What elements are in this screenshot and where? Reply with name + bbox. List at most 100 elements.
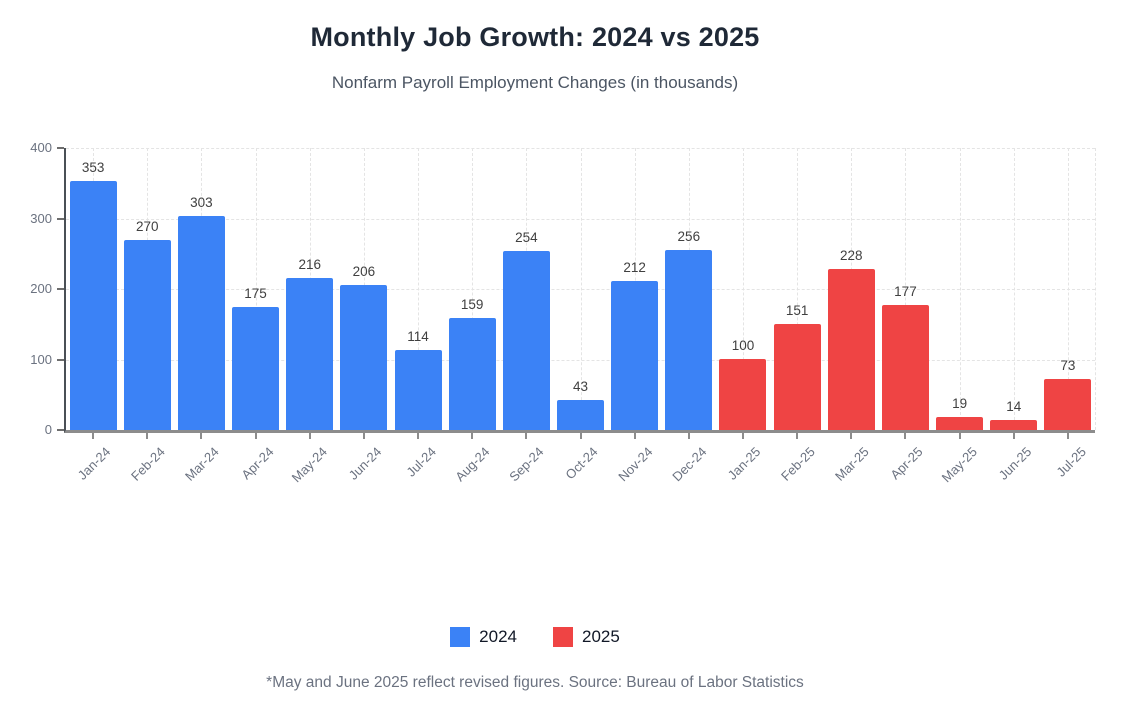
legend-label: 2024 <box>479 627 517 646</box>
bar-value-label: 212 <box>623 260 646 275</box>
bar-Aug-24[interactable] <box>448 318 496 430</box>
bar-Oct-24[interactable] <box>557 400 604 430</box>
x-tick-mark <box>92 433 95 439</box>
x-tick-mark <box>308 433 311 439</box>
bar-value-label: 177 <box>894 284 917 299</box>
x-tick-mark <box>471 433 474 439</box>
bar-Apr-24[interactable] <box>232 307 280 430</box>
bar-value-label: 14 <box>1006 399 1022 414</box>
x-axis-label: May-24 <box>289 444 331 486</box>
x-tick-mark <box>525 433 528 439</box>
bar-value-label: 100 <box>731 338 755 353</box>
x-axis-label: Apr-25 <box>887 444 927 483</box>
chart-title: Monthly Job Growth: 2024 vs 2025 <box>310 22 760 52</box>
bar-Feb-24[interactable] <box>123 240 171 430</box>
x-axis-label: Feb-24 <box>128 444 168 484</box>
bar-value-label: 114 <box>407 329 429 344</box>
gridline-vertical-edge <box>1095 148 1096 430</box>
x-tick-mark <box>687 433 690 439</box>
bar-value-label: 216 <box>298 257 321 272</box>
bar-Apr-25[interactable] <box>881 305 929 430</box>
y-axis-label: 200 <box>30 281 52 296</box>
bar-value-label: 254 <box>515 230 538 245</box>
y-tick-mark <box>57 147 64 149</box>
bar-Dec-24[interactable] <box>665 250 713 430</box>
bar-Jan-25[interactable] <box>719 359 767 430</box>
bar-value-label: 303 <box>190 195 213 210</box>
x-tick-mark <box>796 433 799 439</box>
gridline-vertical <box>255 148 257 430</box>
x-tick-mark <box>417 433 420 439</box>
x-axis-label: Aug-24 <box>452 444 493 485</box>
y-tick-mark <box>57 288 64 290</box>
bar-value-label: 206 <box>352 264 376 279</box>
bar-May-24[interactable] <box>286 278 334 430</box>
bar-May-25[interactable] <box>936 417 984 430</box>
y-tick-mark <box>57 429 64 431</box>
x-axis-label: Nov-24 <box>615 444 656 485</box>
x-axis-label: Jan-24 <box>74 444 114 483</box>
x-tick-mark <box>741 433 744 439</box>
bar-Jun-25[interactable] <box>990 420 1038 430</box>
x-axis-label: Mar-25 <box>832 444 872 484</box>
legend-item-2025[interactable]: 2025 <box>553 627 620 647</box>
y-tick-mark <box>57 217 64 220</box>
x-tick-mark <box>362 433 365 439</box>
y-axis-label: 100 <box>30 351 52 367</box>
x-axis-label: Jan-25 <box>724 444 764 483</box>
x-tick-mark <box>146 433 149 439</box>
gridline-vertical <box>1013 148 1015 430</box>
bar-value-label: 43 <box>572 379 589 394</box>
bar-Feb-25[interactable] <box>773 324 821 430</box>
bar-value-label: 175 <box>244 286 267 301</box>
bar-Jun-24[interactable] <box>340 285 388 430</box>
y-tick-mark <box>57 358 64 361</box>
plot-area <box>64 148 1095 433</box>
x-tick-mark <box>254 433 257 439</box>
x-tick-mark <box>1012 433 1015 439</box>
bar-value-label: 73 <box>1060 358 1076 373</box>
x-axis-label: Feb-25 <box>778 444 818 484</box>
bar-value-label: 353 <box>81 160 105 175</box>
bar-Jul-24[interactable] <box>394 350 442 430</box>
x-tick-mark <box>850 433 853 439</box>
chart-footnote: *May and June 2025 reflect revised figur… <box>266 674 804 691</box>
gridline-vertical <box>1067 148 1069 430</box>
gridline-vertical <box>742 148 744 430</box>
gridline-vertical <box>959 148 961 430</box>
x-tick-mark <box>633 433 636 439</box>
chart-subtitle: Nonfarm Payroll Employment Changes (in t… <box>331 73 739 92</box>
legend-swatch-2025 <box>553 627 573 647</box>
x-axis-label: Dec-24 <box>669 444 710 485</box>
y-axis-label: 0 <box>44 422 52 437</box>
x-tick-mark <box>200 433 203 439</box>
gridline-vertical <box>797 148 799 430</box>
x-tick-mark <box>958 433 961 439</box>
bar-value-label: 228 <box>840 248 863 263</box>
legend-item-2024[interactable]: 2024 <box>450 627 517 647</box>
y-axis-label: 300 <box>30 210 52 226</box>
bar-Jan-24[interactable] <box>69 181 117 430</box>
bar-Nov-24[interactable] <box>611 281 659 430</box>
legend-swatch-2024 <box>450 627 471 647</box>
gridline-vertical <box>580 148 582 430</box>
x-tick-mark <box>904 433 907 439</box>
chart-legend: 2024 2025 <box>0 627 1070 647</box>
bar-Jul-25[interactable] <box>1044 379 1092 430</box>
gridline-vertical <box>472 148 474 430</box>
bar-Mar-25[interactable] <box>827 269 875 430</box>
bar-value-label: 256 <box>677 229 701 244</box>
x-axis-label: Jun-24 <box>345 444 385 483</box>
x-axis-label: Jul-25 <box>1052 444 1089 480</box>
bar-Mar-24[interactable] <box>177 216 225 430</box>
gridline-vertical <box>905 148 907 430</box>
bar-value-label: 151 <box>785 303 809 318</box>
x-axis-label: Jul-24 <box>402 444 439 480</box>
bar-value-label: 270 <box>135 219 159 234</box>
x-axis-label: Mar-24 <box>182 444 223 484</box>
x-axis-label: Jun-25 <box>995 444 1035 483</box>
bar-Sep-24[interactable] <box>502 251 550 430</box>
x-tick-mark <box>579 433 582 439</box>
x-axis-label: Apr-24 <box>237 444 277 483</box>
x-axis-label: Sep-24 <box>506 444 547 485</box>
